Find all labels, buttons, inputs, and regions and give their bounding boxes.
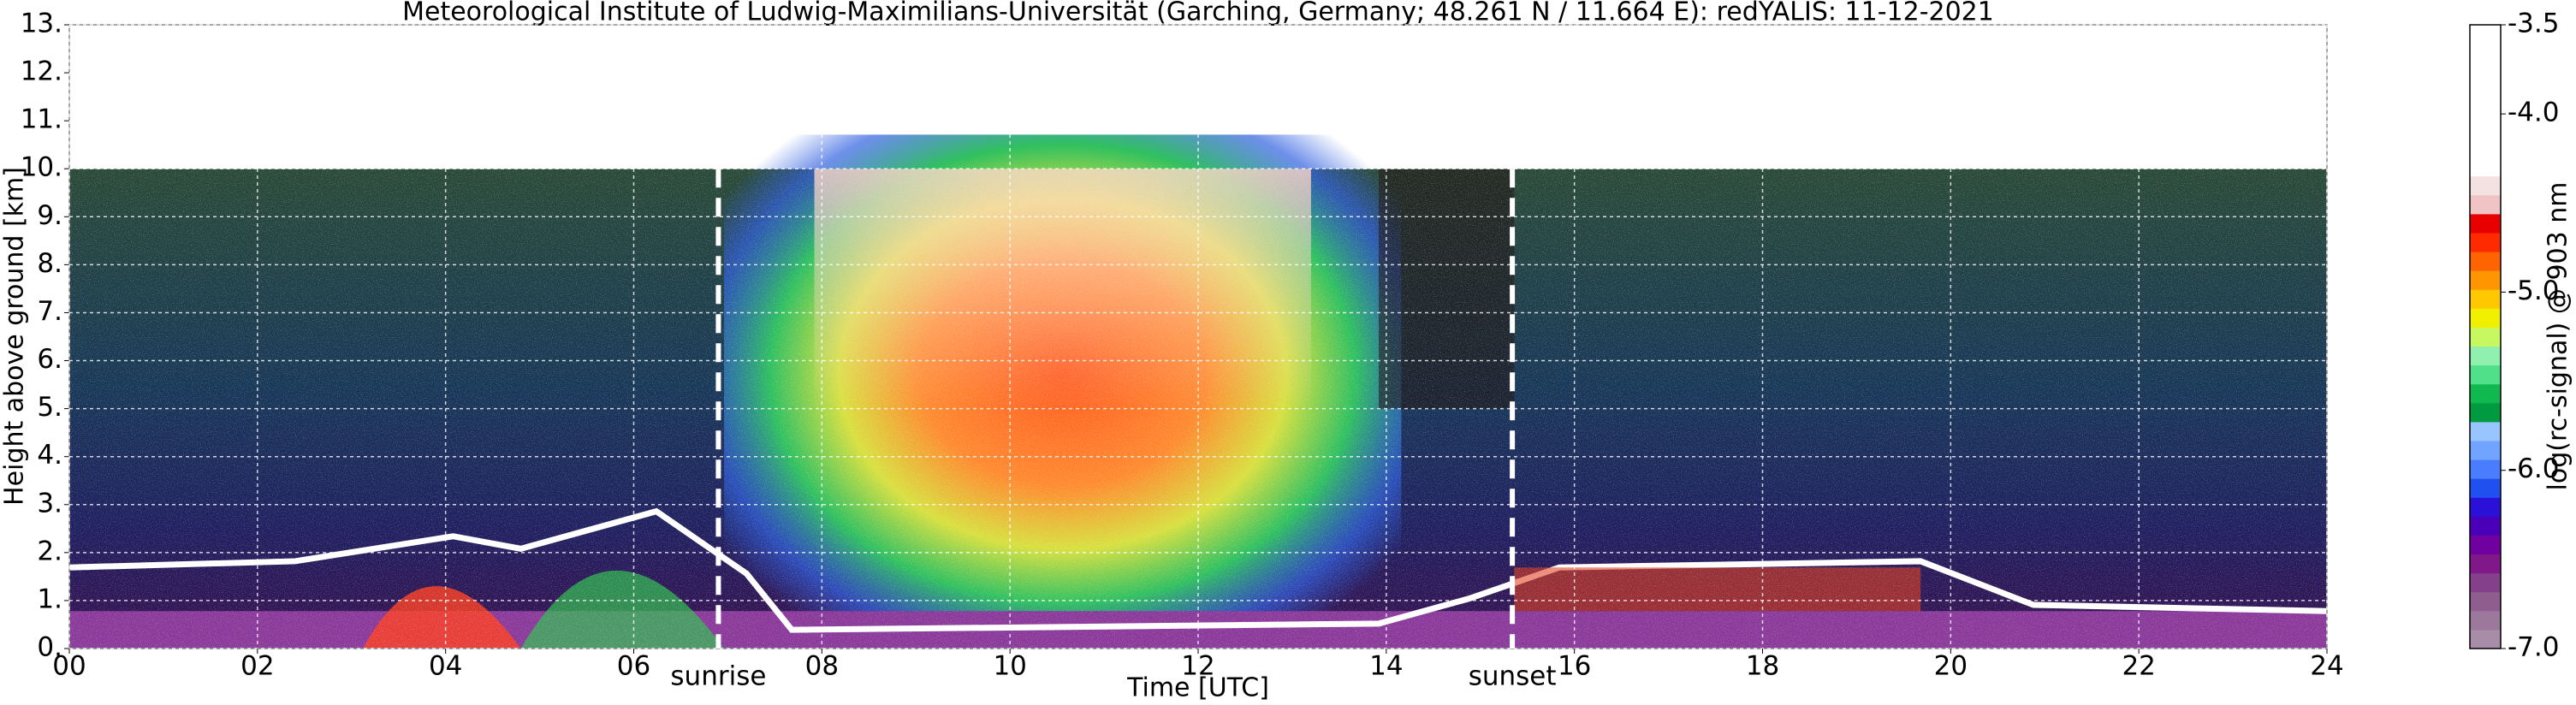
y-tick-label: 10. [21, 152, 62, 183]
colorbar-segment [2470, 308, 2501, 328]
x-tick-label: 00 [52, 651, 86, 682]
colorbar-segment [2470, 421, 2501, 441]
colorbar-segment [2470, 572, 2501, 593]
x-tick-label: 14 [1369, 651, 1403, 682]
x-tick-label: 24 [2310, 651, 2343, 682]
colorbar-segment [2470, 25, 2501, 44]
colorbar-segment [2470, 383, 2501, 404]
x-tick-label: 20 [1934, 651, 1968, 682]
y-tick-label: 8. [37, 248, 62, 279]
colorbar-segment [2470, 610, 2501, 631]
y-tick-label: 12. [21, 56, 62, 87]
y-tick-label: 5. [37, 392, 62, 423]
colorbar-frame [2469, 24, 2502, 649]
colorbar-tick-label: -6.0 [2508, 453, 2560, 484]
y-tick-label: 11. [21, 104, 62, 135]
colorbar-label: log(rc-signal) @ 903 nm [2543, 182, 2573, 491]
colorbar-segment [2470, 459, 2501, 479]
x-tick-label: 12 [1181, 651, 1214, 682]
y-axis-label: Height above ground [km] [0, 167, 30, 506]
colorbar-segment [2470, 591, 2501, 612]
x-tick-label: 16 [1558, 651, 1591, 682]
colorbar-segment [2470, 270, 2501, 290]
colorbar-segment [2470, 81, 2501, 101]
colorbar-segment [2470, 327, 2501, 347]
colorbar-segment [2470, 157, 2501, 177]
colorbar-segment [2470, 194, 2501, 215]
colorbar-segment [2470, 100, 2501, 120]
colorbar-segment [2470, 402, 2501, 423]
colorbar-segment [2470, 138, 2501, 158]
y-tick-label: 2. [37, 536, 62, 566]
colorbar-segment [2470, 478, 2501, 498]
chart-title: Meteorological Institute of Ludwig-Maxim… [402, 0, 1994, 27]
x-tick-label: 22 [2122, 651, 2155, 682]
annotation-label: sunrise [670, 661, 766, 692]
colorbar-segment [2470, 497, 2501, 517]
x-axis-label: Time [UTC] [1126, 673, 1269, 703]
colorbar-segment [2470, 175, 2501, 196]
colorbar-tick-label: -7.0 [2508, 632, 2560, 663]
colorbar-segment [2470, 44, 2501, 63]
colorbar-segment [2470, 119, 2501, 139]
colorbar-segment [2470, 233, 2501, 252]
colorbar-segment [2470, 62, 2501, 82]
y-tick-label: 3. [37, 488, 62, 518]
y-tick-label: 9. [37, 200, 62, 231]
y-tick-label: 6. [37, 344, 62, 375]
x-tick-label: 04 [429, 651, 462, 682]
x-tick-label: 02 [240, 651, 274, 682]
colorbar-tick-label: -5.0 [2508, 275, 2560, 306]
x-tick-label: 06 [617, 651, 650, 682]
x-tick-label: 10 [993, 651, 1026, 682]
y-tick-label: 0. [37, 632, 62, 663]
colorbar-segment [2470, 213, 2501, 234]
y-tick-label: 1. [37, 584, 62, 614]
colorbar-segment [2470, 364, 2501, 385]
annotation-label: sunset [1469, 661, 1557, 692]
x-tick-label: 18 [1746, 651, 1779, 682]
x-tick-label: 08 [805, 651, 839, 682]
colorbar-tick-label: -3.5 [2508, 9, 2560, 39]
colorbar-segment [2470, 535, 2501, 555]
colorbar-tick-label: -4.0 [2508, 98, 2560, 128]
colorbar-segment [2470, 554, 2501, 574]
colorbar-segment [2470, 252, 2501, 271]
colorbar-segment [2470, 516, 2501, 536]
colorbar-segment [2470, 441, 2501, 460]
y-tick-label: 7. [37, 296, 62, 327]
heatmap-image [69, 134, 2327, 649]
y-tick-label: 4. [37, 440, 62, 471]
colorbar-segment [2470, 289, 2501, 309]
y-tick-label: 13. [21, 9, 62, 39]
colorbar-segment [2470, 346, 2501, 366]
colorbar-segment [2470, 629, 2501, 649]
